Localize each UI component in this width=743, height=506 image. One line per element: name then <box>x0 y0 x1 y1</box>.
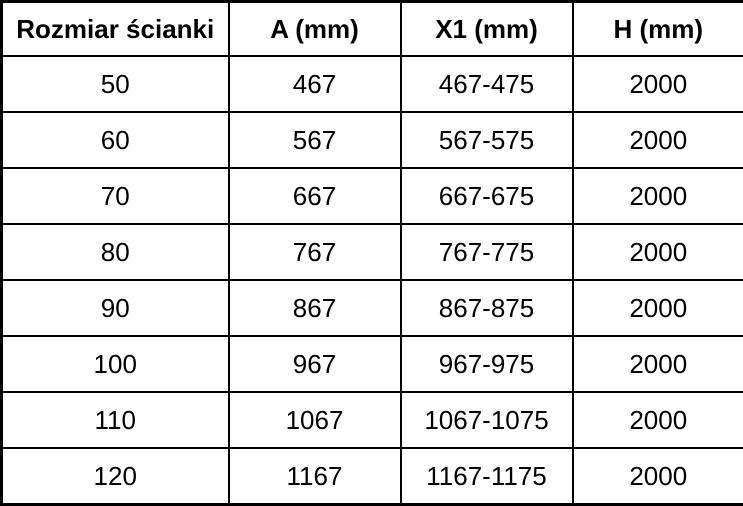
table-cell: 1067 <box>229 392 401 448</box>
table-cell: 100 <box>2 336 229 392</box>
table-cell: 110 <box>2 392 229 448</box>
column-header-a-mm: A (mm) <box>229 2 401 57</box>
table-cell: 60 <box>2 112 229 168</box>
table-cell: 80 <box>2 224 229 280</box>
table-cell: 567-575 <box>401 112 573 168</box>
column-header-rozmiar-scianki: Rozmiar ścianki <box>2 2 229 57</box>
table-cell: 2000 <box>573 448 743 505</box>
table-cell: 2000 <box>573 56 743 112</box>
table-cell: 667-675 <box>401 168 573 224</box>
table-cell: 1167 <box>229 448 401 505</box>
table-cell: 967 <box>229 336 401 392</box>
page: Rozmiar ścianki A (mm) X1 (mm) H (mm) 50… <box>0 0 743 487</box>
table-row: 120 1167 1167-1175 2000 <box>2 448 743 505</box>
column-header-x1-mm: X1 (mm) <box>401 2 573 57</box>
table-cell: 50 <box>2 56 229 112</box>
table-cell: 567 <box>229 112 401 168</box>
table-cell: 767-775 <box>401 224 573 280</box>
table-row: 80 767 767-775 2000 <box>2 224 743 280</box>
table-cell: 1067-1075 <box>401 392 573 448</box>
header-row: Rozmiar ścianki A (mm) X1 (mm) H (mm) <box>2 2 743 57</box>
table-cell: 467 <box>229 56 401 112</box>
table-row: 90 867 867-875 2000 <box>2 280 743 336</box>
table-cell: 2000 <box>573 280 743 336</box>
table-cell: 2000 <box>573 112 743 168</box>
table-cell: 2000 <box>573 168 743 224</box>
table-cell: 467-475 <box>401 56 573 112</box>
table-row: 100 967 967-975 2000 <box>2 336 743 392</box>
table-cell: 767 <box>229 224 401 280</box>
table-cell: 867-875 <box>401 280 573 336</box>
table-cell: 2000 <box>573 392 743 448</box>
table-cell: 2000 <box>573 336 743 392</box>
table-row: 70 667 667-675 2000 <box>2 168 743 224</box>
table-cell: 867 <box>229 280 401 336</box>
table-cell: 667 <box>229 168 401 224</box>
table-cell: 90 <box>2 280 229 336</box>
table-cell: 120 <box>2 448 229 505</box>
table-row: 50 467 467-475 2000 <box>2 56 743 112</box>
table-cell: 2000 <box>573 224 743 280</box>
table-cell: 1167-1175 <box>401 448 573 505</box>
column-header-h-mm: H (mm) <box>573 2 743 57</box>
table-row: 110 1067 1067-1075 2000 <box>2 392 743 448</box>
table-cell: 70 <box>2 168 229 224</box>
table-row: 60 567 567-575 2000 <box>2 112 743 168</box>
table-cell: 967-975 <box>401 336 573 392</box>
